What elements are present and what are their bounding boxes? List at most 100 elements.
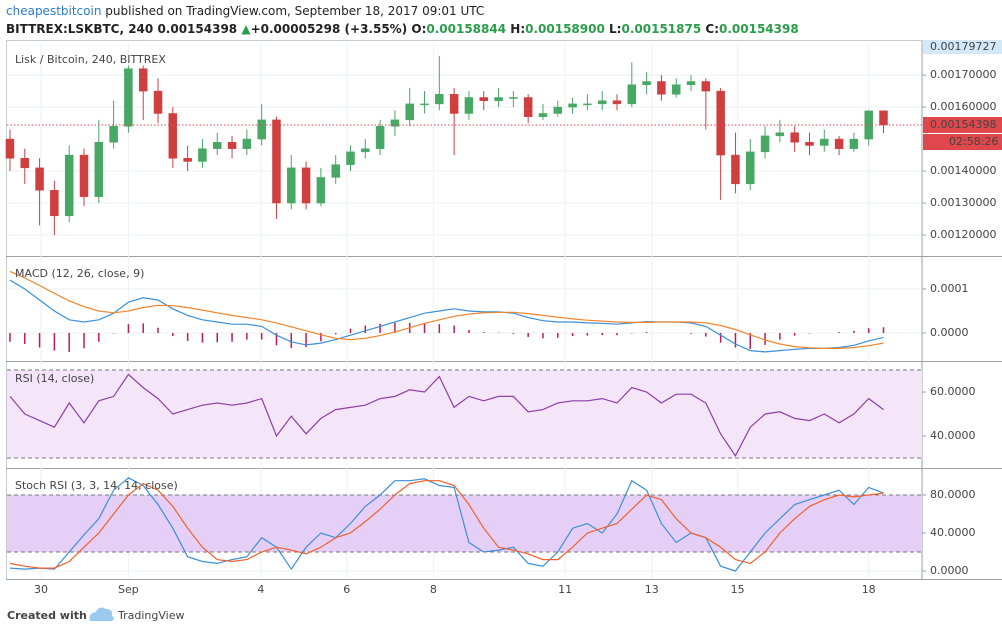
pane-title: RSI (14, close) — [15, 372, 94, 385]
candle-body — [35, 167, 44, 191]
x-tick-label: 13 — [645, 583, 659, 596]
candle-body — [287, 167, 296, 204]
candle-body — [464, 97, 474, 114]
candle-body — [642, 81, 651, 85]
y-tick-label: 0.0001 — [930, 282, 969, 295]
candle-body — [316, 177, 326, 204]
candle-body — [183, 158, 192, 162]
candle-body — [746, 151, 755, 185]
candle-body — [775, 132, 785, 137]
scale-high-box — [923, 40, 1002, 54]
price: 0.00154398 — [157, 22, 238, 36]
y-tick-label: 0.00170000 — [930, 68, 996, 81]
candle-body — [109, 126, 118, 143]
candle-body — [50, 189, 59, 217]
x-tick-label: 4 — [257, 583, 264, 596]
author[interactable]: cheapestbitcoin — [6, 4, 102, 18]
arrow: ▲ — [241, 22, 251, 36]
candle-body — [731, 154, 740, 185]
y-tick-label: 80.0000 — [930, 488, 976, 501]
candle-body — [671, 84, 681, 95]
x-tick-label: 15 — [731, 583, 745, 596]
ohlc-value: 0.00158900 — [525, 22, 605, 36]
brand-logo — [89, 607, 114, 621]
candle-body — [227, 142, 237, 149]
x-tick-label: 6 — [343, 583, 350, 596]
y-tick-label: 0.0000 — [930, 326, 969, 339]
candle-body — [583, 103, 592, 106]
y-tick-label: 60.0000 — [930, 385, 976, 398]
candle-body — [494, 97, 503, 101]
candle-body — [523, 97, 533, 117]
candle-body — [597, 100, 607, 105]
pane-title: Stoch RSI (3, 3, 14, 14, close) — [15, 479, 178, 492]
candle-body — [168, 113, 178, 159]
ohlc-label: O: — [411, 22, 427, 36]
ohlc-label: L: — [609, 22, 622, 36]
header-line: BITTREX:LSKBTC, 240 0.00154398 ▲+0.00005… — [6, 20, 799, 38]
x-tick-label: 11 — [558, 583, 572, 596]
candle-body — [94, 142, 104, 197]
band-fill — [7, 370, 922, 458]
y-tick-label: 0.00130000 — [930, 196, 996, 209]
candle-body — [479, 97, 488, 101]
series-line — [9, 270, 884, 349]
candle-body — [701, 81, 711, 92]
pane-title: MACD (12, 26, close, 9) — [15, 267, 144, 280]
candle-body — [361, 148, 370, 153]
header: cheapestbitcoin published on TradingView… — [6, 2, 799, 38]
y-tick-label: 40.0000 — [930, 429, 976, 442]
x-tick-label: 18 — [862, 583, 876, 596]
candle-body — [716, 90, 725, 156]
candle-body — [449, 94, 459, 114]
candle-body — [509, 97, 518, 99]
candle-body — [79, 154, 89, 197]
candle-body — [849, 138, 859, 149]
y-tick-label: 0.00160000 — [930, 100, 996, 113]
candle-body — [153, 90, 163, 114]
symbol: BITTREX:LSKBTC, 240 — [6, 22, 154, 36]
candle-body — [375, 126, 385, 149]
candle-body — [686, 81, 696, 85]
series-line — [9, 477, 884, 572]
candle-body — [790, 132, 799, 143]
candle-body — [390, 119, 400, 127]
candle-body — [538, 113, 548, 117]
candle-body — [346, 151, 355, 165]
countdown-box — [923, 134, 1002, 151]
candle-body — [124, 68, 133, 127]
x-tick-label: 8 — [430, 583, 437, 596]
last-price-label: 0.00154398 — [930, 118, 996, 131]
ohlc-value: 0.00154398 — [719, 22, 799, 36]
x-tick-label: Sep — [118, 583, 139, 596]
candle-body — [64, 154, 74, 217]
ohlc-value: 0.00158844 — [426, 22, 507, 36]
candle-body — [301, 167, 311, 204]
series-line — [9, 373, 884, 457]
candle-body — [331, 164, 340, 178]
header-line: cheapestbitcoin published on TradingView… — [6, 2, 799, 20]
footer-created: Created with — [7, 609, 87, 622]
candle-body — [760, 135, 770, 153]
candle-body — [198, 148, 207, 162]
candle-body — [612, 100, 622, 105]
candle-body — [242, 138, 252, 149]
candle-body — [879, 110, 888, 126]
footer-brand[interactable]: TradingView — [117, 609, 184, 622]
series-line — [9, 279, 884, 353]
change: +0.00005298 (+3.55%) — [250, 22, 408, 36]
band-fill — [7, 494, 922, 552]
candle-body — [820, 138, 829, 146]
published: published on TradingView.com, September … — [105, 4, 485, 18]
candle-body — [627, 84, 637, 105]
scale-high-label: 0.00179727 — [930, 40, 996, 53]
ohlc-value: 0.00151875 — [621, 22, 702, 36]
pane-title: Lisk / Bitcoin, 240, BITTREX — [15, 53, 166, 66]
candle-body — [657, 81, 666, 95]
candle-body — [212, 142, 222, 149]
candle-body — [272, 119, 281, 204]
x-tick-label: 30 — [34, 583, 48, 596]
candle-body — [553, 106, 563, 114]
